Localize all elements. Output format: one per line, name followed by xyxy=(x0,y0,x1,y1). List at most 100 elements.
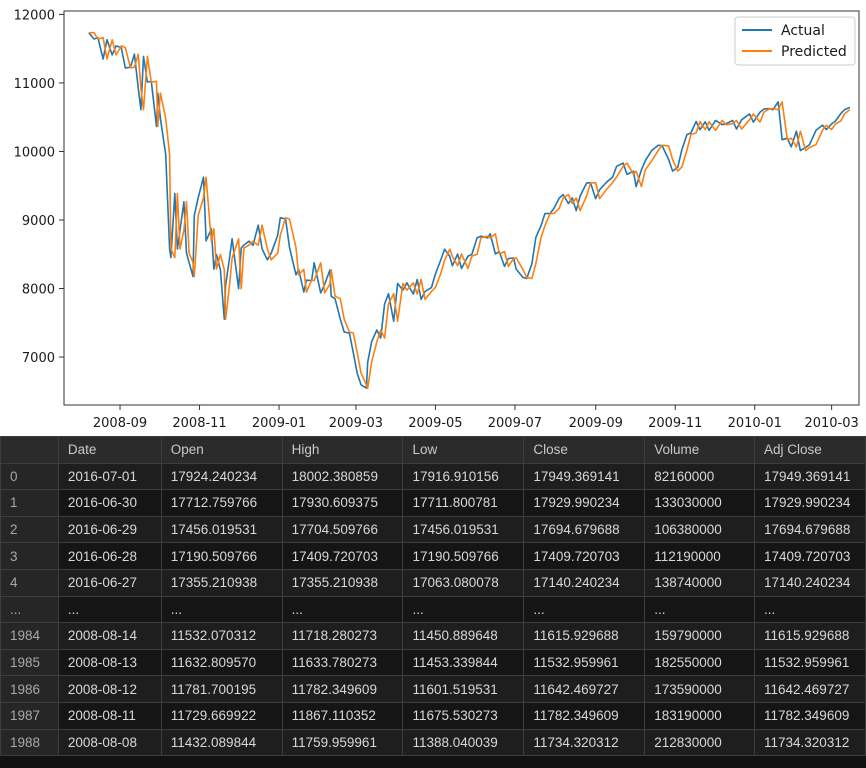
table-cell: 17929.990234 xyxy=(754,489,866,517)
table-cell: 11532.959961 xyxy=(754,648,866,677)
column-header: Open xyxy=(160,436,283,464)
x-tick-label: 2009-07 xyxy=(488,416,542,431)
table-cell: 159790000 xyxy=(644,622,755,650)
row-index: 1986 xyxy=(0,675,59,703)
row-index: 1 xyxy=(0,489,59,517)
table-row: 3 2016-06-28 17190.509766 17409.720703 17190… xyxy=(0,542,866,570)
table-cell: 17456.019531 xyxy=(160,515,283,544)
table-cell: ... xyxy=(523,595,646,624)
legend-predicted-label: Predicted xyxy=(781,44,847,60)
table-cell: 17930.609375 xyxy=(281,489,404,517)
actual-series-line xyxy=(88,32,851,389)
table-cell: 11615.929688 xyxy=(523,622,646,650)
x-tick-label: 2008-11 xyxy=(172,416,226,431)
column-header: Close xyxy=(523,436,646,464)
table-cell: 112190000 xyxy=(644,542,755,570)
table-row: ........................ xyxy=(0,595,866,624)
x-tick-label: 2008-09 xyxy=(93,416,147,431)
table-cell: 11718.280273 xyxy=(281,622,404,650)
table-cell: 11782.349609 xyxy=(523,701,646,730)
table-cell: 11782.349609 xyxy=(281,675,404,703)
table-row: 1984 2008-08-14 11532.070312 11718.280273 11… xyxy=(0,622,866,650)
y-tick-label: 8000 xyxy=(22,283,55,298)
table-cell: ... xyxy=(281,595,404,624)
table-cell: ... xyxy=(402,595,525,624)
table-cell: 173590000 xyxy=(644,675,755,703)
table-cell: 17140.240234 xyxy=(754,568,866,597)
table-cell: 2016-06-30 xyxy=(57,489,162,517)
table-cell: 138740000 xyxy=(644,568,755,597)
table-cell: 11632.809570 xyxy=(160,648,283,677)
table-cell: 11450.889648 xyxy=(402,622,525,650)
table-cell: 17711.800781 xyxy=(402,489,525,517)
table-cell: 2016-06-28 xyxy=(57,542,162,570)
table-row: 1986 2008-08-12 11781.700195 11782.349609 11… xyxy=(0,675,866,703)
line-chart: 2008-09 2008-11 2009-01 2009-03 2009-05 2009-… xyxy=(14,8,860,431)
y-tick-label: 9000 xyxy=(22,214,55,229)
row-index: ... xyxy=(0,595,59,624)
table-cell: ... xyxy=(754,595,866,624)
legend-actual-label: Actual xyxy=(781,23,825,39)
dataframe-output: Date Open High Low Close Volume Adj Close 0 201… xyxy=(0,436,866,768)
column-header: High xyxy=(281,436,404,464)
x-tick-label: 2010-01 xyxy=(728,416,782,431)
chart-area: 2008-09 2008-11 2009-01 2009-03 2009-05 2009-… xyxy=(13,8,860,431)
row-index: 1985 xyxy=(0,648,59,677)
table-cell: 11642.469727 xyxy=(523,675,646,703)
table-cell: 17190.509766 xyxy=(160,542,283,570)
table-cell: 11615.929688 xyxy=(754,622,866,650)
table-cell: 17949.369141 xyxy=(754,462,866,491)
table-cell: 17929.990234 xyxy=(523,489,646,517)
table-body: 0 2016-07-01 17924.240234 18002.380859 17916… xyxy=(0,462,866,757)
table-cell: 11642.469727 xyxy=(754,675,866,703)
table-cell: 11432.089844 xyxy=(160,728,283,757)
table-cell: 11633.780273 xyxy=(281,648,404,677)
table-cell: 17694.679688 xyxy=(523,515,646,544)
axes: 2008-09 2008-11 2009-01 2009-03 2009-05 2009-… xyxy=(14,8,860,431)
table-cell: 182550000 xyxy=(644,648,755,677)
x-tick-label: 2009-11 xyxy=(648,416,702,431)
x-tick-label: 2009-03 xyxy=(329,416,383,431)
table-row: 2 2016-06-29 17456.019531 17704.509766 17456… xyxy=(0,515,866,544)
table-cell: 17063.080078 xyxy=(402,568,525,597)
table-cell: 17916.910156 xyxy=(402,462,525,491)
table-cell: 2008-08-14 xyxy=(57,622,162,650)
table-cell: 11601.519531 xyxy=(402,675,525,703)
header-row: Date Open High Low Close Volume Adj Close xyxy=(0,436,866,464)
table-cell: ... xyxy=(644,595,755,624)
dataframe-table: Date Open High Low Close Volume Adj Close 0 201… xyxy=(0,436,866,757)
table-cell: 2016-06-29 xyxy=(57,515,162,544)
table-cell: ... xyxy=(160,595,283,624)
plot-frame xyxy=(63,10,860,406)
row-index: 2 xyxy=(0,515,59,544)
table-cell: ... xyxy=(57,595,162,624)
x-tick-label: 2009-01 xyxy=(252,416,306,431)
table-row: 1 2016-06-30 17712.759766 17930.609375 17711… xyxy=(0,489,866,517)
table-cell: 17190.509766 xyxy=(402,542,525,570)
index-header xyxy=(0,436,59,464)
table-cell: 17704.509766 xyxy=(281,515,404,544)
table-cell: 11867.110352 xyxy=(281,701,404,730)
x-tick-label: 2009-05 xyxy=(408,416,462,431)
table-cell: 2016-06-27 xyxy=(57,568,162,597)
table-cell: 17456.019531 xyxy=(402,515,525,544)
table-cell: 11532.959961 xyxy=(523,648,646,677)
table-cell: 17409.720703 xyxy=(523,542,646,570)
table-cell: 11453.339844 xyxy=(402,648,525,677)
y-tick-label: 10000 xyxy=(14,145,55,160)
column-header: Volume xyxy=(644,436,755,464)
table-cell: 11734.320312 xyxy=(523,728,646,757)
table-cell: 18002.380859 xyxy=(281,462,404,491)
table-cell: 106380000 xyxy=(644,515,755,544)
table-cell: 17694.679688 xyxy=(754,515,866,544)
table-cell: 17712.759766 xyxy=(160,489,283,517)
table-cell: 11675.530273 xyxy=(402,701,525,730)
y-tick-label: 12000 xyxy=(14,8,55,23)
table-cell: 17949.369141 xyxy=(523,462,646,491)
table-cell: 183190000 xyxy=(644,701,755,730)
table-cell: 11781.700195 xyxy=(160,675,283,703)
row-index: 1988 xyxy=(0,728,59,757)
table-cell: 11388.040039 xyxy=(402,728,525,757)
x-tick-label: 2010-03 xyxy=(804,416,858,431)
table-cell: 17409.720703 xyxy=(754,542,866,570)
